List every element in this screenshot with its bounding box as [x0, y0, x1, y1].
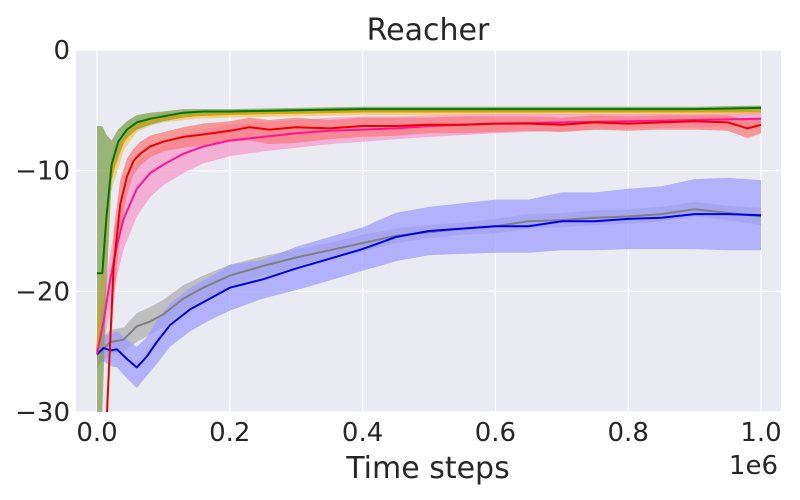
series-1-line: [96, 213, 762, 369]
series-2-line: [96, 110, 761, 352]
y-tick-label: −20: [15, 277, 70, 307]
x-tick-label: 0.0: [76, 418, 117, 448]
series-4-band: [107, 115, 761, 412]
series-0-line: [96, 208, 762, 357]
series-4-line: [106, 120, 762, 412]
series-lines: [96, 106, 762, 412]
series-5-line: [97, 106, 762, 275]
x-axis-label: Time steps: [345, 451, 509, 486]
y-tick-label: −30: [15, 398, 70, 428]
x-tick-label: 1.0: [740, 418, 781, 448]
x-tick-label: 0.8: [608, 418, 649, 448]
x-tick-label: 0.4: [342, 418, 383, 448]
x-tick-label: 0.6: [475, 418, 516, 448]
x-tick-labels: 0.0 0.2 0.4 0.6 0.8 1.0: [76, 418, 781, 448]
y-tick-label: −10: [15, 157, 70, 187]
chart-title: Reacher: [367, 13, 490, 48]
y-tick-label: 0: [53, 36, 70, 66]
x-tick-label: 0.2: [209, 418, 250, 448]
x-offset-label: 1e6: [729, 451, 778, 481]
confidence-bands: [97, 105, 761, 412]
series-1-band: [97, 177, 761, 388]
y-tick-labels: −30 −20 −10 0: [15, 36, 70, 428]
